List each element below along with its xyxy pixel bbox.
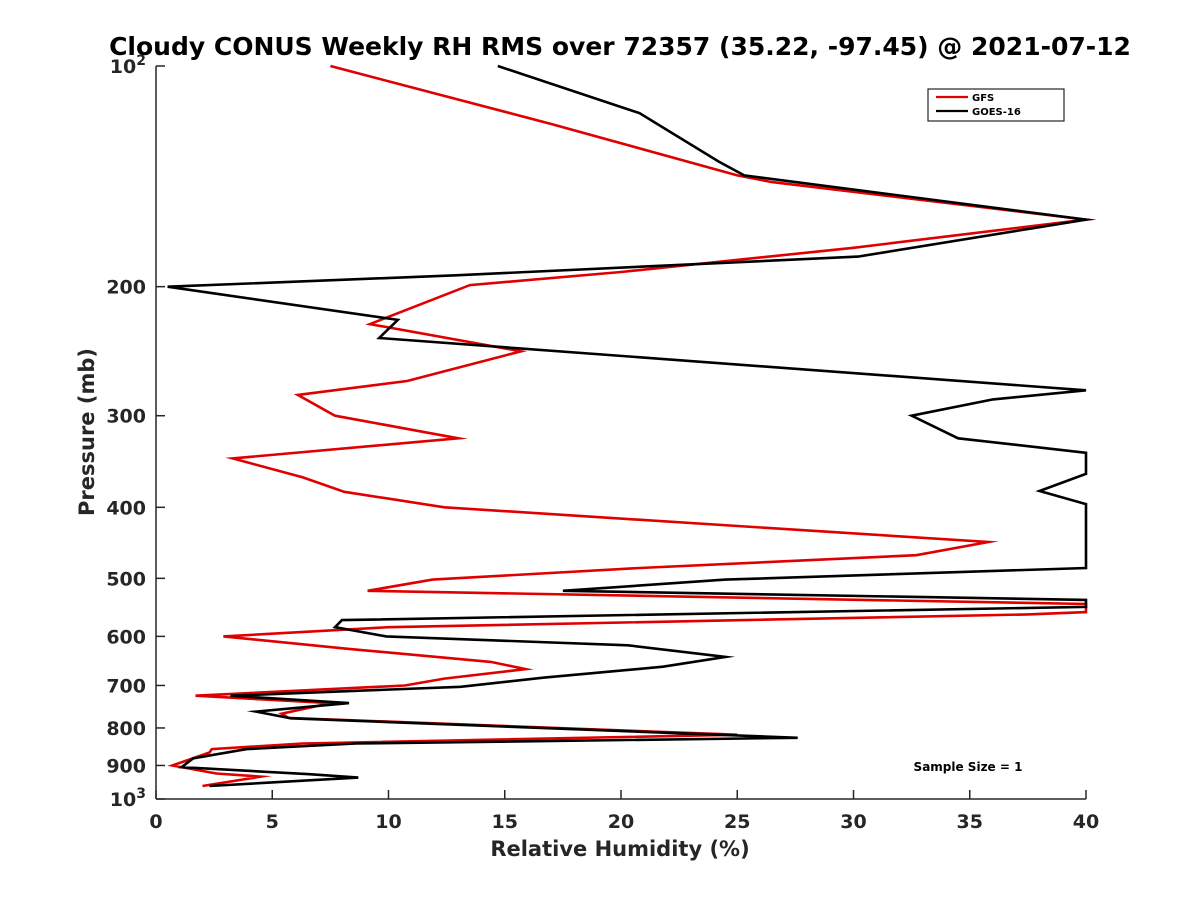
y-tick-label: 102 (110, 53, 146, 78)
y-tick-label: 300 (106, 406, 146, 428)
y-tick-label: 900 (106, 755, 146, 777)
x-tick-label: 30 (840, 811, 866, 833)
y-tick-label: 103 (110, 786, 146, 811)
x-tick-label: 10 (375, 811, 401, 833)
legend-label-goes16: GOES-16 (972, 107, 1021, 118)
sample-size-annotation: Sample Size = 1 (914, 760, 1023, 774)
x-axis-label: Relative Humidity (%) (490, 837, 749, 861)
legend: GFS GOES-16 (927, 88, 1065, 122)
plot-area: 0 5 10 15 20 25 30 35 40 102 200 300 400 500 600 700 800… (106, 53, 1099, 833)
x-tick-label: 0 (149, 811, 162, 833)
y-tick-label: 700 (106, 675, 146, 697)
y-tick-label: 800 (106, 718, 146, 740)
legend-label-gfs: GFS (972, 93, 994, 104)
y-tick-label: 200 (106, 277, 146, 299)
x-tick-label: 15 (492, 811, 518, 833)
legend-box (927, 88, 1065, 122)
series-layer (167, 64, 1097, 788)
y-axis-label: Pressure (mb) (75, 348, 99, 516)
y-tick-label: 500 (106, 568, 146, 590)
y-tick-label: 600 (106, 626, 146, 648)
series-line-goes-16 (167, 64, 1096, 788)
chart-title: Cloudy CONUS Weekly RH RMS over 72357 (3… (109, 32, 1131, 61)
x-tick-label: 5 (266, 811, 279, 833)
y-tick-label: 400 (106, 497, 146, 519)
x-tick-label: 40 (1073, 811, 1099, 833)
x-tick-label: 35 (957, 811, 983, 833)
axes-layer: 0 5 10 15 20 25 30 35 40 102 200 300 400 500 600 700 800… (106, 53, 1099, 833)
x-tick-label: 25 (724, 811, 750, 833)
x-tick-label: 20 (608, 811, 634, 833)
